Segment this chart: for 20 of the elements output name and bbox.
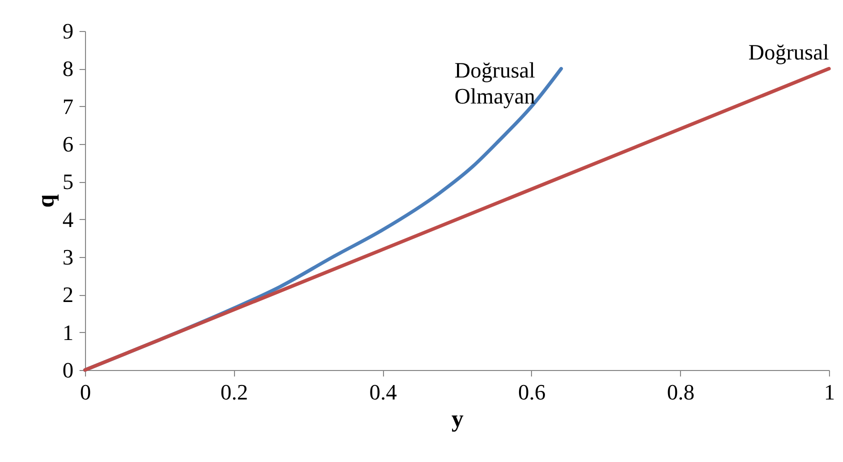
y-tick-label: 7 bbox=[62, 94, 74, 119]
x-tick-label: 0.4 bbox=[369, 380, 397, 404]
y-tick-label: 3 bbox=[62, 244, 74, 270]
y-tick-label: 4 bbox=[62, 206, 74, 232]
y-tick-label: 2 bbox=[62, 282, 74, 308]
x-tick-label: 0.6 bbox=[518, 380, 546, 404]
y-tick-label: 9 bbox=[62, 18, 74, 44]
y-axis-title: q bbox=[34, 194, 60, 208]
y-tick-label: 8 bbox=[62, 56, 74, 82]
y-tick-label: 0 bbox=[62, 358, 74, 382]
x-tick-label: 0.2 bbox=[220, 380, 248, 404]
y-tick-label: 6 bbox=[62, 132, 74, 156]
y-tick-label: 1 bbox=[62, 320, 74, 345]
x-tick-label: 0.8 bbox=[666, 380, 694, 404]
y-tick-label: 5 bbox=[62, 169, 74, 194]
series-label: Doğrusal bbox=[748, 40, 829, 65]
series-label: Doğrusal Olmayan bbox=[454, 58, 536, 109]
x-tick-label: 0 bbox=[80, 380, 91, 404]
x-axis-title: y bbox=[452, 406, 464, 432]
x-tick-label: 1 bbox=[824, 380, 835, 404]
